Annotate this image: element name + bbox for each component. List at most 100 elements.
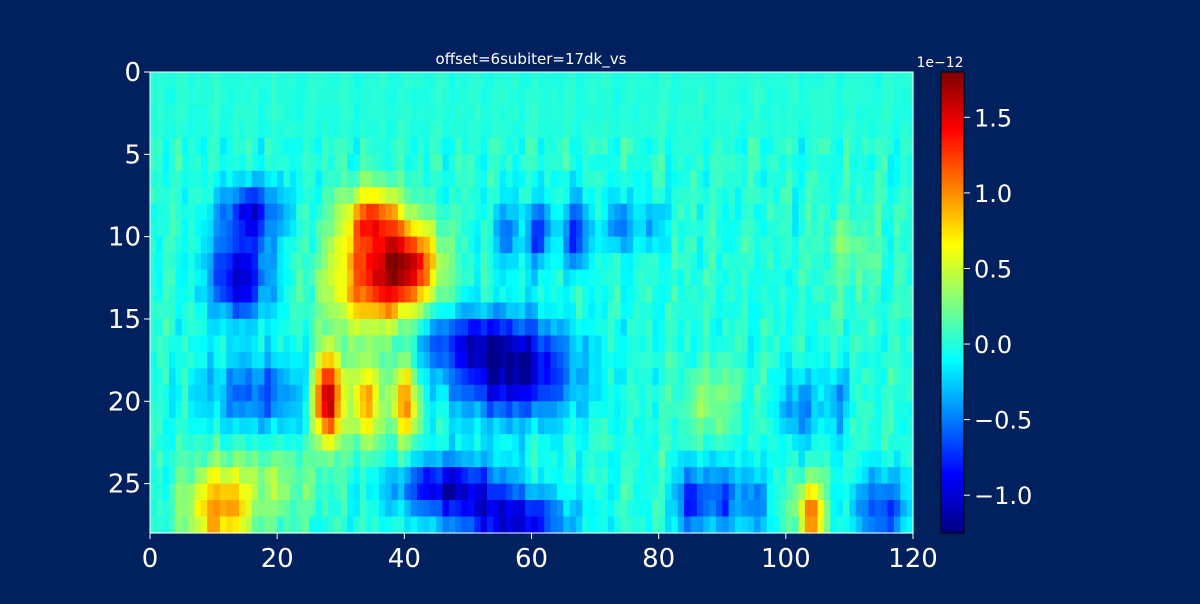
heatmap-cell	[474, 483, 482, 501]
heatmap-cell	[289, 401, 297, 419]
heatmap-cell	[709, 384, 717, 402]
heatmap-cell	[766, 516, 774, 534]
heatmap-cell	[823, 170, 831, 188]
heatmap-cell	[486, 450, 494, 468]
heatmap-cell	[270, 516, 278, 534]
heatmap-cell	[467, 236, 475, 254]
heatmap-cell	[410, 351, 418, 369]
heatmap-cell	[779, 516, 787, 534]
heatmap-cell	[455, 170, 463, 188]
heatmap-cell	[582, 253, 590, 271]
heatmap-cell	[595, 500, 603, 518]
heatmap-cell	[423, 467, 431, 485]
heatmap-cell	[181, 434, 189, 452]
heatmap-cell	[506, 187, 514, 205]
heatmap-cell	[410, 434, 418, 452]
heatmap-cell	[620, 253, 628, 271]
heatmap-cell	[900, 434, 908, 452]
heatmap-cell	[347, 286, 355, 304]
heatmap-cell	[397, 72, 405, 90]
heatmap-cell	[696, 137, 704, 155]
heatmap-cell	[461, 220, 469, 238]
heatmap-cell	[556, 269, 564, 287]
heatmap-cell	[722, 203, 730, 221]
heatmap-cell	[671, 187, 679, 205]
heatmap-cell	[684, 253, 692, 271]
heatmap-cell	[308, 368, 316, 386]
heatmap-cell	[372, 483, 380, 501]
heatmap-cell	[569, 368, 577, 386]
heatmap-cell	[620, 434, 628, 452]
heatmap-cell	[817, 516, 825, 534]
heatmap-cell	[150, 104, 157, 122]
heatmap-cell	[588, 516, 596, 534]
heatmap-cell	[480, 318, 488, 337]
heatmap-cell	[493, 269, 501, 287]
heatmap-cell	[798, 318, 806, 337]
heatmap-cell	[499, 434, 507, 452]
heatmap-cell	[277, 88, 285, 106]
heatmap-cell	[328, 269, 335, 287]
heatmap-cell	[696, 72, 704, 90]
heatmap-cell	[200, 384, 208, 402]
heatmap-cell	[448, 286, 456, 304]
heatmap-cell	[595, 253, 603, 271]
heatmap-cell	[684, 72, 692, 90]
heatmap-cell	[703, 137, 711, 155]
heatmap-cell	[773, 302, 781, 320]
heatmap-cell	[569, 203, 577, 221]
heatmap-cell	[391, 417, 399, 435]
heatmap-cell	[226, 253, 234, 271]
heatmap-cell	[620, 318, 628, 337]
heatmap-cell	[906, 450, 914, 468]
heatmap-cell	[423, 318, 431, 337]
heatmap-cell	[862, 401, 870, 419]
heatmap-cell	[709, 500, 717, 518]
heatmap-cell	[754, 286, 761, 304]
heatmap-cell	[296, 72, 304, 90]
heatmap-cell	[207, 467, 215, 485]
heatmap-cell	[747, 253, 755, 271]
heatmap-cell	[302, 467, 310, 485]
heatmap-cell	[251, 137, 259, 155]
heatmap-cell	[588, 351, 596, 369]
heatmap-cell	[207, 516, 215, 534]
heatmap-cell	[347, 516, 355, 534]
heatmap-cell	[162, 368, 170, 386]
heatmap-cell	[251, 516, 259, 534]
heatmap-cell	[588, 417, 596, 435]
heatmap-cell	[747, 434, 755, 452]
heatmap-cell	[728, 318, 736, 337]
heatmap-cell	[569, 384, 577, 402]
heatmap-cell	[728, 187, 736, 205]
heatmap-cell	[804, 286, 812, 304]
heatmap-cell	[576, 467, 583, 485]
heatmap-cell	[328, 121, 335, 139]
heatmap-cell	[645, 220, 653, 238]
heatmap-cell	[773, 72, 781, 90]
heatmap-cell	[226, 302, 234, 320]
heatmap-cell	[709, 286, 717, 304]
heatmap-cell	[506, 170, 514, 188]
heatmap-cell	[569, 417, 577, 435]
heatmap-cell	[194, 417, 202, 435]
heatmap-cell	[652, 269, 660, 287]
heatmap-cell	[188, 335, 196, 353]
heatmap-cell	[436, 253, 444, 271]
heatmap-cell	[773, 104, 781, 122]
heatmap-cell	[722, 236, 730, 254]
heatmap-cell	[626, 220, 634, 238]
heatmap-cell	[734, 368, 742, 386]
heatmap-cell	[283, 154, 291, 172]
heatmap-cell	[372, 401, 380, 419]
heatmap-cell	[429, 368, 437, 386]
heatmap-cell	[467, 401, 475, 419]
heatmap-cell	[709, 467, 717, 485]
heatmap-cell	[696, 516, 704, 534]
heatmap-cell	[760, 318, 768, 337]
heatmap-cell	[728, 351, 736, 369]
heatmap-cell	[779, 104, 787, 122]
heatmap-cell	[906, 384, 914, 402]
heatmap-cell	[785, 368, 793, 386]
heatmap-cell	[620, 137, 628, 155]
